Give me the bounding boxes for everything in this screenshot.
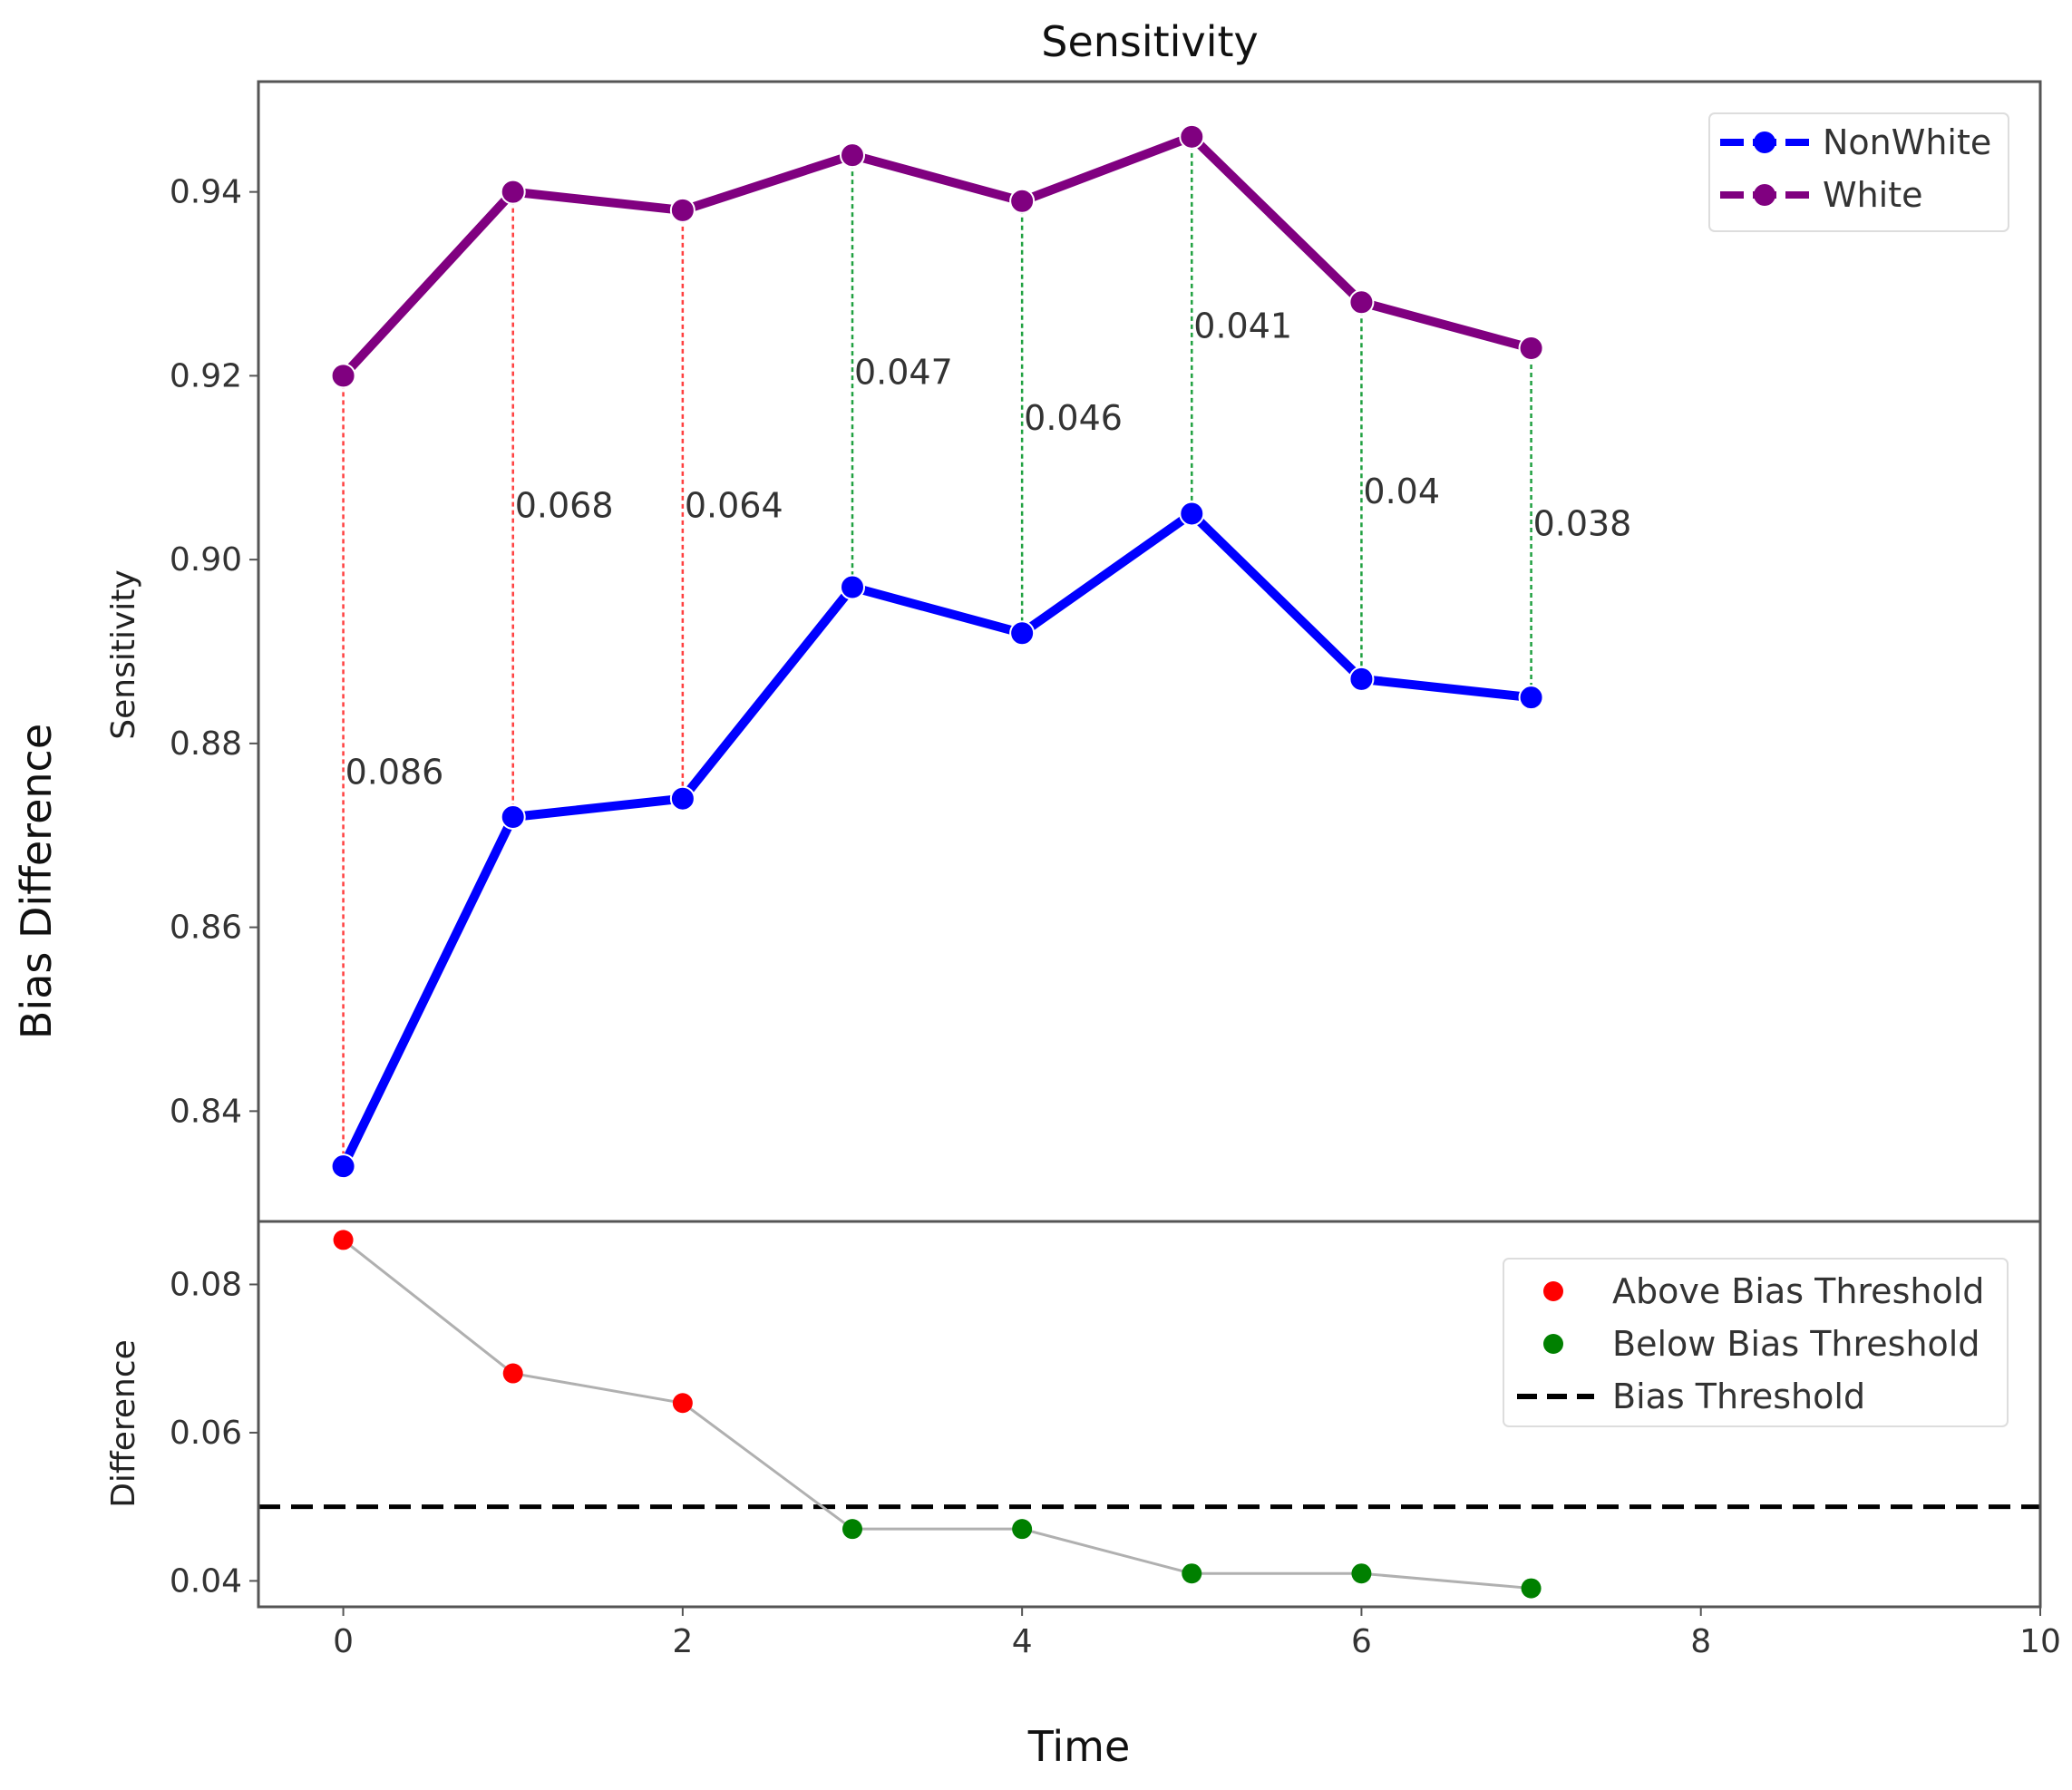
gap-label: 0.047 [854,352,953,392]
above-threshold-point [672,1393,693,1414]
data-point-nonwhite [500,803,526,830]
data-point-white [1518,335,1544,361]
data-point-white [840,142,865,169]
data-point-white [500,179,526,205]
y-tick-label: 0.90 [170,541,242,579]
data-point-nonwhite [1009,620,1036,647]
sensitivity-y-axis-label: Sensitivity [105,569,142,739]
series-line-nonwhite [338,509,1536,1172]
x-tick-label: 8 [1690,1623,1711,1660]
gap-label: 0.086 [345,752,444,792]
data-point-nonwhite [840,574,865,600]
y-tick-label: 0.08 [170,1266,242,1303]
data-point-white [1009,188,1036,214]
y-tick-label: 0.06 [170,1415,242,1452]
above-threshold-point [333,1230,354,1250]
y-tick-label: 0.84 [170,1093,242,1130]
x-tick-label: 6 [1351,1623,1372,1660]
legend-swatch-marker [1754,131,1775,153]
y-tick-label: 0.92 [170,357,242,394]
data-point-white [1348,289,1375,316]
shared-y-axis-label: Bias Difference [12,724,61,1039]
data-point-nonwhite [669,785,696,812]
data-point-white [330,363,356,389]
shared-x-axis-label: Time [1027,1722,1131,1771]
legend-swatch-marker [1543,1334,1563,1354]
legend-label: Below Bias Threshold [1612,1324,1980,1364]
difference-plot-frame [257,1220,2042,1609]
x-tick-label: 4 [1012,1623,1033,1660]
series-line-white [338,131,1536,381]
below-threshold-point [1182,1563,1202,1584]
difference-y-axis-label: Difference [105,1339,142,1508]
legend-box [1708,112,2009,232]
difference-y-axis: 0.04 0.06 0.08 [170,1266,258,1600]
data-point-white [669,197,696,223]
legend-swatch-marker [1754,184,1775,206]
data-point-nonwhite [1518,685,1544,711]
below-threshold-point [1521,1578,1542,1599]
data-point-nonwhite [1348,666,1375,692]
x-tick-label: 0 [333,1623,354,1660]
difference-legend: Above Bias Threshold Below Bias Threshold… [1503,1258,2009,1427]
below-threshold-point [842,1519,862,1540]
y-tick-label: 0.94 [170,174,242,211]
sensitivity-y-axis: 0.84 0.86 0.88 0.90 0.92 0.94 [170,174,258,1130]
y-tick-label: 0.86 [170,910,242,947]
series-lines [338,131,1536,1172]
gap-labels: 0.086 0.068 0.064 0.047 0.046 0.041 0.04 0.038 [345,306,1632,793]
y-tick-label: 0.04 [170,1562,242,1600]
series-points [330,123,1544,1180]
sensitivity-panel: Sensitivity 0.84 0.86 0.88 0.90 0.92 0.94 Sen… [105,17,2042,1223]
gap-label: 0.038 [1533,504,1632,544]
difference-panel: 0.04 0.06 0.08 Difference 0 2 4 6 8 10 Above Bi… [105,1220,2061,1660]
legend-box [1503,1258,2009,1427]
below-threshold-point [1012,1519,1033,1540]
gap-lines [342,136,1532,1167]
legend-label: Bias Threshold [1612,1377,1865,1416]
sensitivity-plot-frame [257,80,2042,1223]
legend-label: White [1823,175,1923,215]
sensitivity-legend: NonWhite White [1708,112,2009,232]
below-threshold-point [1351,1563,1372,1584]
data-point-nonwhite [330,1153,356,1180]
y-tick-label: 0.88 [170,725,242,763]
gap-label: 0.068 [515,485,614,525]
gap-label: 0.046 [1024,398,1123,438]
difference-connector-line [342,1239,1532,1591]
gap-label: 0.041 [1193,306,1292,346]
above-threshold-point [502,1363,523,1384]
legend-label: Above Bias Threshold [1612,1271,1984,1311]
legend-swatch-marker [1543,1281,1563,1301]
gap-label: 0.04 [1363,472,1440,511]
chart-title: Sensitivity [1041,17,1258,66]
difference-points [333,1230,1542,1599]
data-point-nonwhite [1179,501,1205,527]
legend-label: NonWhite [1823,122,1991,162]
data-point-white [1179,123,1205,150]
gap-label: 0.064 [685,485,783,525]
x-tick-label: 10 [2019,1623,2061,1660]
x-tick-label: 2 [672,1623,693,1660]
time-x-axis: 0 2 4 6 8 10 [333,1607,2061,1660]
